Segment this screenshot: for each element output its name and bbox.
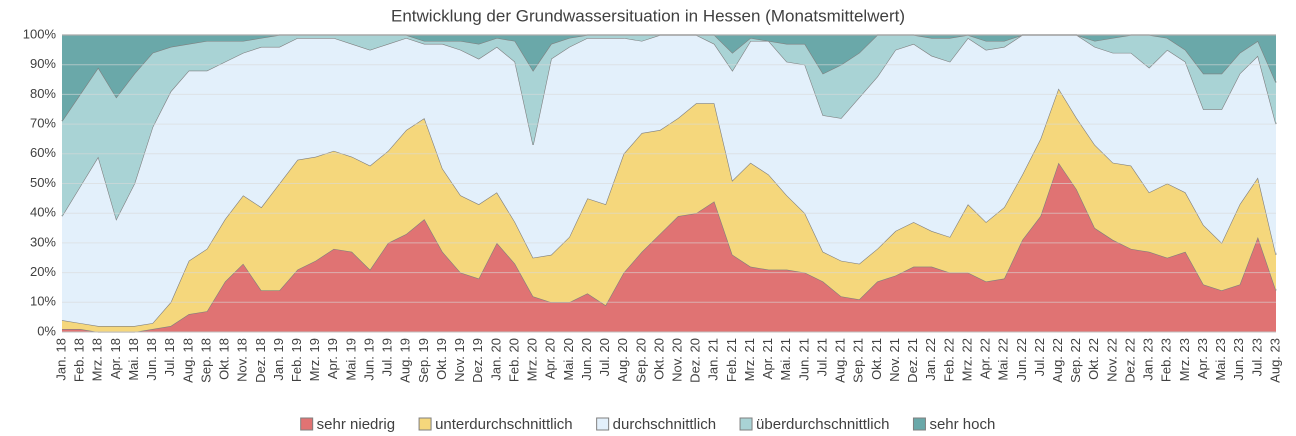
x-tick-label: Sep. 19 bbox=[416, 338, 431, 383]
y-tick-label: 70% bbox=[30, 116, 56, 131]
x-tick-label: Jan. 19 bbox=[271, 338, 286, 381]
x-tick-label: Feb. 18 bbox=[72, 338, 87, 382]
y-tick-label: 0% bbox=[37, 323, 56, 338]
y-tick-label: 90% bbox=[30, 56, 56, 71]
x-tick-label: Jun. 21 bbox=[796, 338, 811, 381]
x-tick-label: Jul. 21 bbox=[814, 338, 829, 376]
x-tick-label: Apr. 18 bbox=[108, 338, 123, 379]
x-tick-label: Okt. 22 bbox=[1086, 338, 1101, 380]
x-tick-label: Mrz. 22 bbox=[959, 338, 974, 381]
x-tick-label: Apr. 22 bbox=[978, 338, 993, 379]
legend-label: durchschnittlich bbox=[613, 416, 716, 433]
x-tick-label: Okt. 18 bbox=[217, 338, 232, 380]
y-tick-label: 60% bbox=[30, 145, 56, 160]
x-tick-label: Aug. 22 bbox=[1050, 338, 1065, 383]
legend-label: unterdurchschnittlich bbox=[435, 416, 573, 433]
x-tick-label: Mrz. 19 bbox=[307, 338, 322, 381]
x-tick-label: Sep. 22 bbox=[1068, 338, 1083, 383]
x-tick-label: Aug. 20 bbox=[615, 338, 630, 383]
x-tick-label: Jan. 23 bbox=[1141, 338, 1156, 381]
y-tick-label: 50% bbox=[30, 175, 56, 190]
x-tick-label: Jul. 22 bbox=[1032, 338, 1047, 376]
legend-swatch bbox=[418, 417, 432, 431]
x-tick-label: Jul. 18 bbox=[162, 338, 177, 376]
x-tick-label: Jun. 19 bbox=[361, 338, 376, 381]
x-tick-label: Mai. 21 bbox=[778, 338, 793, 381]
legend-swatch bbox=[596, 417, 610, 431]
x-tick-label: Apr. 20 bbox=[543, 338, 558, 379]
x-tick-label: Jan. 21 bbox=[706, 338, 721, 381]
area bbox=[62, 35, 1276, 122]
x-tick-label: Okt. 19 bbox=[434, 338, 449, 380]
x-tick-label: Mai. 22 bbox=[996, 338, 1011, 381]
x-tick-label: Jan. 20 bbox=[488, 338, 503, 381]
y-tick-label: 100% bbox=[23, 26, 57, 41]
x-tick-label: Dez. 18 bbox=[253, 338, 268, 383]
x-tick-label: Mai. 23 bbox=[1213, 338, 1228, 381]
chart-title: Entwicklung der Grundwassersituation in … bbox=[391, 6, 905, 25]
x-tick-label: Jan. 18 bbox=[53, 338, 68, 381]
x-tick-label: Jul. 19 bbox=[380, 338, 395, 376]
x-tick-label: Jun. 18 bbox=[144, 338, 159, 381]
x-tick-label: Aug. 19 bbox=[398, 338, 413, 383]
x-tick-label: Sep. 21 bbox=[851, 338, 866, 383]
x-tick-label: Apr. 19 bbox=[325, 338, 340, 379]
x-tick-label: Aug. 23 bbox=[1267, 338, 1282, 383]
area bbox=[62, 35, 1276, 220]
x-tick-label: Jul. 20 bbox=[597, 338, 612, 376]
y-tick-label: 30% bbox=[30, 234, 56, 249]
x-tick-label: Nov. 19 bbox=[452, 338, 467, 382]
legend-swatch bbox=[300, 417, 314, 431]
x-tick-label: Nov. 18 bbox=[235, 338, 250, 382]
area bbox=[62, 88, 1276, 333]
y-tick-label: 20% bbox=[30, 264, 56, 279]
x-tick-label: Dez. 20 bbox=[688, 338, 703, 383]
legend-swatch bbox=[912, 417, 926, 431]
x-tick-label: Mrz. 23 bbox=[1177, 338, 1192, 381]
x-tick-label: Feb. 20 bbox=[506, 338, 521, 382]
x-tick-label: Okt. 20 bbox=[651, 338, 666, 380]
x-tick-label: Mrz. 20 bbox=[525, 338, 540, 381]
x-tick-label: Mai. 18 bbox=[126, 338, 141, 381]
y-tick-label: 80% bbox=[30, 86, 56, 101]
x-tick-label: Aug. 21 bbox=[833, 338, 848, 383]
x-tick-label: Feb. 22 bbox=[941, 338, 956, 382]
x-tick-label: Apr. 23 bbox=[1195, 338, 1210, 379]
x-tick-label: Nov. 21 bbox=[887, 338, 902, 382]
x-tick-label: Nov. 22 bbox=[1104, 338, 1119, 382]
x-tick-label: Okt. 21 bbox=[869, 338, 884, 380]
x-tick-label: Dez. 21 bbox=[905, 338, 920, 383]
x-tick-label: Mrz. 18 bbox=[90, 338, 105, 381]
x-tick-label: Feb. 21 bbox=[724, 338, 739, 382]
x-tick-label: Sep. 18 bbox=[198, 338, 213, 383]
x-tick-label: Apr. 21 bbox=[760, 338, 775, 379]
legend-label: sehr niedrig bbox=[317, 416, 395, 433]
y-tick-label: 40% bbox=[30, 205, 56, 220]
area bbox=[62, 35, 1276, 327]
x-tick-label: Dez. 19 bbox=[470, 338, 485, 383]
x-tick-label: Jun. 20 bbox=[579, 338, 594, 381]
x-tick-label: Jun. 22 bbox=[1014, 338, 1029, 381]
legend-label: überdurchschnittlich bbox=[756, 416, 889, 433]
x-tick-label: Sep. 20 bbox=[633, 338, 648, 383]
x-tick-label: Mai. 20 bbox=[561, 338, 576, 381]
legend-label: sehr hoch bbox=[929, 416, 995, 433]
x-tick-label: Jun. 23 bbox=[1231, 338, 1246, 381]
x-tick-label: Mrz. 21 bbox=[742, 338, 757, 381]
legend-swatch bbox=[739, 417, 753, 431]
x-tick-label: Mai. 19 bbox=[343, 338, 358, 381]
x-tick-label: Jul. 23 bbox=[1249, 338, 1264, 376]
area bbox=[62, 162, 1276, 332]
y-tick-label: 10% bbox=[30, 294, 56, 309]
legend: sehr niedrig unterdurchschnittlich durchsc… bbox=[300, 416, 995, 433]
x-tick-label: Feb. 19 bbox=[289, 338, 304, 382]
x-tick-label: Dez. 22 bbox=[1122, 338, 1137, 383]
x-tick-label: Jan. 22 bbox=[923, 338, 938, 381]
x-tick-label: Aug. 18 bbox=[180, 338, 195, 383]
x-tick-label: Feb. 23 bbox=[1159, 338, 1174, 382]
x-tick-label: Nov. 20 bbox=[669, 338, 684, 382]
